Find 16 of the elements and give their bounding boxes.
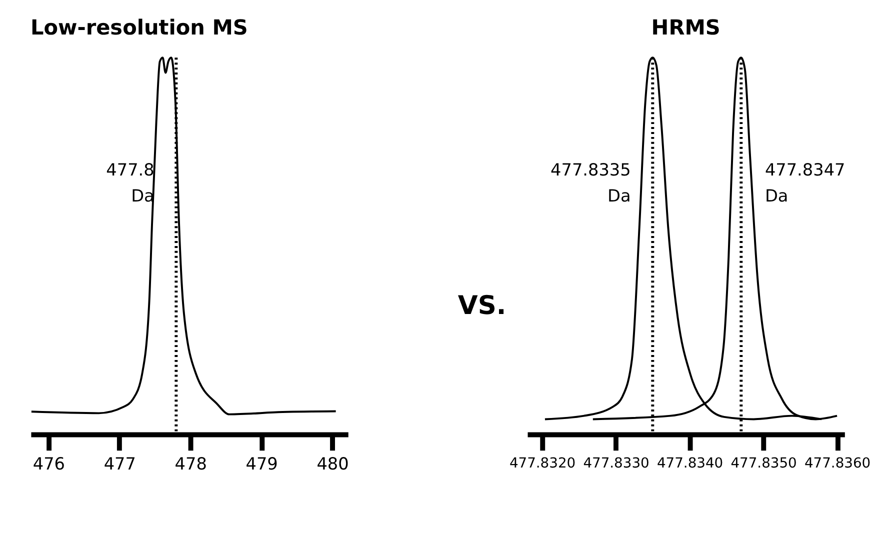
x-tick-label: 477.8350 [730,455,797,472]
x-tick-label: 478 [174,453,207,474]
x-tick-label: 477.8320 [509,455,576,472]
x-tick-label: 477.8330 [583,455,650,472]
text: VS. [458,291,506,322]
x-tick-label: 477.8360 [804,455,871,472]
ref-line-label: 477.8 Da [106,160,154,206]
ref-line-label: 477.8335 Da [550,160,631,206]
x-tick-label: 479 [246,453,278,474]
chart-title: HRMS [651,15,720,40]
chart-title: Low-resolution MS [30,15,248,40]
x-tick-label: 476 [32,453,66,474]
x-tick-label: 477 [104,453,136,474]
x-tick-label: 480 [316,453,349,474]
x-tick-label: 477.8340 [656,455,724,472]
ref-line-label: 477.8347 Da [764,160,846,206]
